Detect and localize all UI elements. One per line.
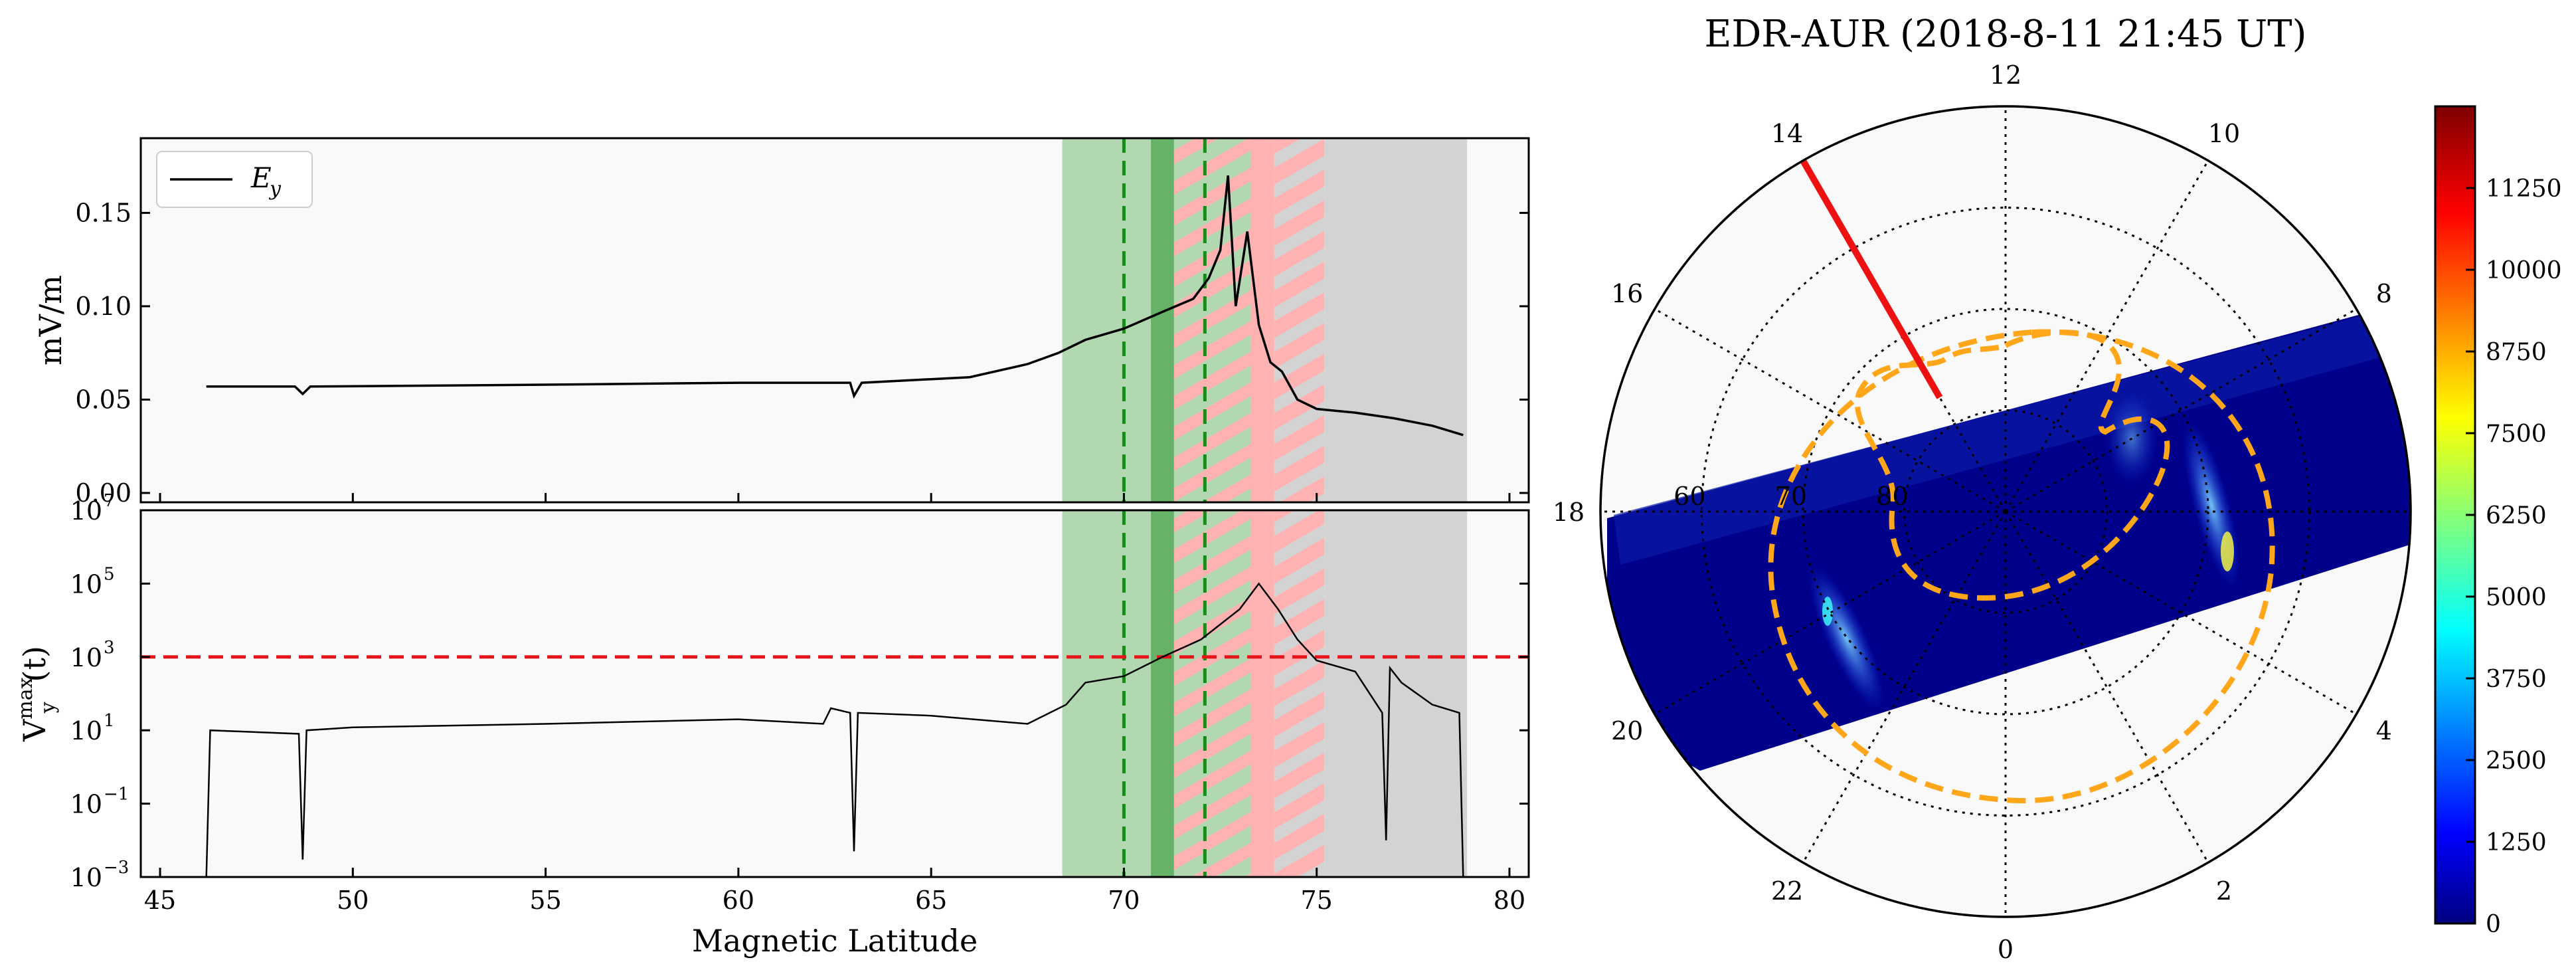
mlt-label: 8 <box>2376 279 2392 308</box>
top-shade-1 <box>1151 138 1174 502</box>
top-shade-5 <box>1324 138 1468 502</box>
bottom-ytick-exponent: 5 <box>104 564 115 584</box>
bottom-xtick-label: 70 <box>1108 886 1140 915</box>
top-ylabel: mV/m <box>33 275 68 365</box>
polar-labels: 1210864202220181614607080 <box>1553 60 2450 964</box>
bottom-shaded-regions <box>1062 510 1468 877</box>
bottom-xtick-label: 45 <box>144 886 176 915</box>
bottom-xlabel: Magnetic Latitude <box>692 923 978 959</box>
bottom-ytick-exponent: −1 <box>104 785 129 805</box>
colorbar: 0 1250 2500 3750 5000 6250 7500 8750 10000 11250 <box>2434 105 2562 938</box>
bottom-shade-0 <box>1062 510 1152 877</box>
bottom-ytick-exponent: −3 <box>104 858 129 878</box>
top-shade-2 <box>1173 138 1251 502</box>
bottom-xtick-label: 65 <box>915 886 947 915</box>
mlt-label: 0 <box>1998 935 2014 964</box>
bottom-xtick-label: 60 <box>723 886 754 915</box>
bottom-shade-1 <box>1151 510 1174 877</box>
top-yticks: 0.00 0.05 0.10 0.15 <box>75 198 1529 508</box>
colorbar-tick-label: 11250 <box>2486 175 2562 203</box>
bottom-xtick-label: 55 <box>529 886 561 915</box>
colorbar-tick-label: 0 <box>2486 911 2501 938</box>
bottom-ytick-label: 10 <box>70 863 102 892</box>
bottom-ylabel: Vmaxy(t) <box>14 646 60 742</box>
bottom-vlines <box>1122 510 1207 877</box>
top-vlines <box>1122 138 1207 502</box>
top-shade-3 <box>1251 138 1274 502</box>
colorbar-tick-label: 10000 <box>2486 257 2562 284</box>
aurora-image <box>1607 299 2411 771</box>
colorbar-tick-label: 3750 <box>2486 666 2547 693</box>
mlt-label: 22 <box>1771 876 1803 906</box>
bottom-xtick-label: 75 <box>1301 886 1333 915</box>
mlt-label: 12 <box>1990 60 2021 90</box>
colorbar-tick-label: 7500 <box>2486 421 2547 448</box>
mlt-label: 2 <box>2216 876 2232 906</box>
top-ytick-label: 0.05 <box>75 385 131 414</box>
colorbar-tick-label: 2500 <box>2486 747 2547 775</box>
bottom-ytick-exponent: 7 <box>104 491 115 511</box>
poleward-boundary <box>1854 330 2170 601</box>
colorbar-tick-label: 5000 <box>2486 584 2547 611</box>
bottom-shade-5 <box>1324 510 1468 877</box>
latitude-label: 70 <box>1775 482 1807 511</box>
top-ytick-label: 0.10 <box>75 292 131 321</box>
vymax-series-line <box>205 582 1464 877</box>
polar-title: EDR-AUR (2018-8-11 21:45 UT) <box>1705 13 2307 56</box>
top-shaded-regions <box>1062 138 1468 502</box>
top-shade-4 <box>1274 138 1325 502</box>
latitude-ring <box>1903 409 2108 614</box>
bottom-ytick-label: 10 <box>70 569 102 599</box>
latitude-ring <box>1802 308 2209 716</box>
mlt-label: 4 <box>2376 716 2392 745</box>
mlt-label: 20 <box>1611 716 1643 745</box>
bottom-xtick-label: 50 <box>337 886 369 915</box>
bottom-shade-3 <box>1251 510 1274 877</box>
colorbar-tick-label: 1250 <box>2486 829 2547 856</box>
bottom-shade-2 <box>1173 510 1251 877</box>
colorbar-ticks: 0 1250 2500 3750 5000 6250 7500 8750 10000 11250 <box>2466 175 2562 938</box>
bottom-shade-4 <box>1274 510 1325 877</box>
legend: E y <box>156 151 313 208</box>
latitude-label: 80 <box>1876 482 1908 511</box>
polar-aurora-panel: EDR-AUR (2018-8-11 21:45 UT) 12108642022… <box>1553 13 2450 964</box>
mlt-label: 18 <box>1553 498 1585 527</box>
bottom-ytick-label: 10 <box>70 790 102 819</box>
top-ytick-label: 0.00 <box>75 478 131 508</box>
colorbar-tick-label: 6250 <box>2486 502 2547 530</box>
efield-panel: 0.00 0.05 0.10 0.15 mV/m E y <box>33 137 1530 508</box>
bottom-ytick-label: 10 <box>70 496 102 526</box>
mlt-label: 16 <box>1611 279 1643 308</box>
equatorward-boundary <box>1768 329 2275 804</box>
top-ytick-label: 0.15 <box>75 198 131 227</box>
bottom-ytick-exponent: 3 <box>104 638 115 658</box>
mlt-label: 14 <box>1771 119 1803 148</box>
mlt-label: 10 <box>2208 119 2240 148</box>
bottom-xtick-label: 80 <box>1494 886 1525 915</box>
efield-series-line <box>206 175 1464 437</box>
bottom-ytick-label: 10 <box>70 716 102 745</box>
top-shade-0 <box>1062 138 1152 502</box>
colorbar-tick-label: 8750 <box>2486 339 2547 366</box>
mlt-track-line <box>1800 159 1943 399</box>
legend-label: E <box>250 161 272 194</box>
legend-label-sub: y <box>268 177 282 201</box>
latitude-label: 60 <box>1674 482 1705 511</box>
bottom-ytick-exponent: 1 <box>104 711 115 731</box>
bottom-xticks: 45 50 55 60 65 70 75 80 <box>144 493 1525 915</box>
bottom-ytick-label: 10 <box>70 643 102 672</box>
